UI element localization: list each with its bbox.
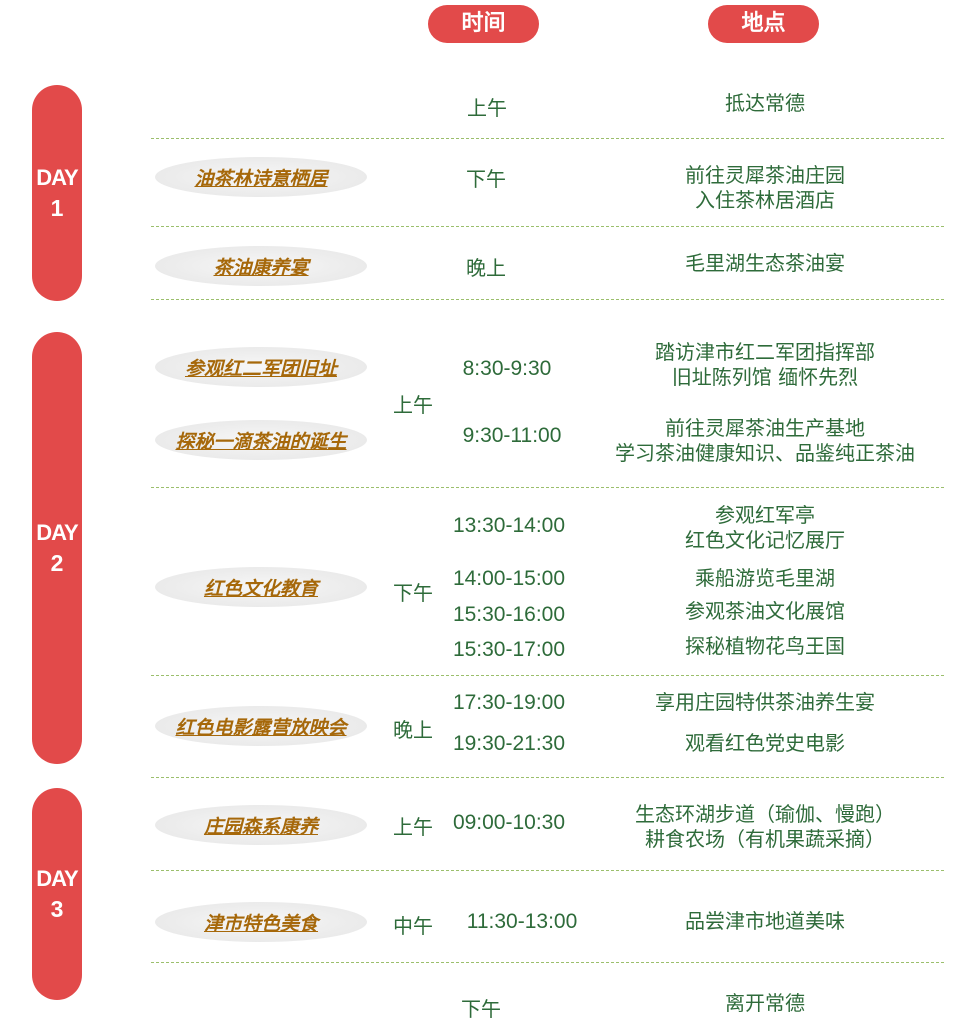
theme-label: 庄园森系康养	[203, 815, 318, 838]
time-range: 14:00-15:00	[452, 567, 566, 590]
place-text: 抵达常德	[725, 91, 805, 115]
row-divider	[151, 138, 944, 139]
period-label: 下午	[461, 997, 501, 1021]
place-column-header: 地点	[708, 5, 819, 43]
period-label: 下午	[466, 167, 506, 191]
theme-badge: 津市特色美食	[155, 902, 367, 942]
theme-label: 津市特色美食	[203, 912, 318, 935]
period-label: 上午	[393, 815, 433, 839]
theme-badge: 红色文化教育	[155, 567, 367, 607]
period-label: 晚上	[393, 718, 433, 742]
theme-badge: 参观红二军团旧址	[155, 347, 367, 387]
place-text: 耕食农场（有机果蔬采摘）	[645, 827, 885, 851]
place-text: 红色文化记忆展厅	[685, 528, 845, 552]
day-number: 3	[50, 896, 64, 922]
period-label: 中午	[393, 914, 433, 938]
row-divider	[151, 299, 944, 300]
day-1-badge: DAY 1	[32, 85, 82, 301]
row-divider	[151, 777, 944, 778]
theme-badge: 探秘一滴茶油的诞生	[155, 420, 367, 460]
place-text: 毛里湖生态茶油宴	[685, 251, 845, 275]
theme-label: 油茶林诗意栖居	[194, 167, 328, 190]
period-label: 晚上	[466, 256, 506, 280]
day-2-badge: DAY 2	[32, 332, 82, 764]
place-text: 学习茶油健康知识、品鉴纯正茶油	[615, 441, 915, 465]
time-range: 09:00-10:30	[452, 811, 566, 834]
place-text: 踏访津市红二军团指挥部	[655, 340, 875, 364]
theme-badge: 茶油康养宴	[155, 246, 367, 286]
theme-badge: 油茶林诗意栖居	[155, 157, 367, 197]
time-range: 11:30-13:00	[466, 910, 578, 933]
day-number: 1	[50, 195, 64, 221]
period-label: 上午	[393, 393, 433, 417]
day-label: DAY	[36, 866, 78, 891]
place-text: 离开常德	[725, 991, 805, 1015]
place-text: 参观茶油文化展馆	[685, 599, 845, 623]
place-text: 参观红军亭	[715, 503, 815, 527]
row-divider	[151, 226, 944, 227]
place-text: 观看红色党史电影	[685, 731, 845, 755]
place-text: 前往灵犀茶油庄园	[685, 163, 845, 187]
period-label: 上午	[467, 96, 507, 120]
day-label: DAY	[36, 520, 78, 545]
row-divider	[151, 487, 944, 488]
time-column-header: 时间	[428, 5, 539, 43]
theme-label: 茶油康养宴	[213, 256, 309, 279]
row-divider	[151, 675, 944, 676]
theme-label: 探秘一滴茶油的诞生	[175, 430, 347, 453]
place-text: 品尝津市地道美味	[685, 909, 845, 933]
period-label: 下午	[393, 581, 433, 605]
theme-label: 红色电影露营放映会	[175, 716, 347, 739]
place-text: 生态环湖步道（瑜伽、慢跑）	[635, 802, 895, 826]
place-text: 前往灵犀茶油生产基地	[665, 416, 865, 440]
theme-label: 参观红二军团旧址	[184, 357, 337, 380]
theme-badge: 红色电影露营放映会	[155, 706, 367, 746]
place-text: 旧址陈列馆 缅怀先烈	[671, 365, 859, 389]
time-range: 17:30-19:00	[452, 691, 566, 714]
time-range: 9:30-11:00	[462, 424, 562, 447]
time-range: 19:30-21:30	[452, 732, 566, 755]
time-range: 8:30-9:30	[462, 357, 552, 380]
theme-badge: 庄园森系康养	[155, 805, 367, 845]
row-divider	[151, 962, 944, 963]
place-text: 乘船游览毛里湖	[695, 566, 835, 590]
row-divider	[151, 870, 944, 871]
time-range: 13:30-14:00	[452, 514, 566, 537]
day-label: DAY	[36, 165, 78, 190]
theme-label: 红色文化教育	[203, 577, 318, 600]
day-number: 2	[50, 550, 64, 576]
place-text: 享用庄园特供茶油养生宴	[655, 690, 875, 714]
place-text: 入住茶林居酒店	[695, 188, 835, 212]
place-text: 探秘植物花鸟王国	[685, 634, 845, 658]
time-range: 15:30-16:00	[452, 603, 566, 626]
day-3-badge: DAY 3	[32, 788, 82, 1000]
time-range: 15:30-17:00	[452, 638, 566, 661]
